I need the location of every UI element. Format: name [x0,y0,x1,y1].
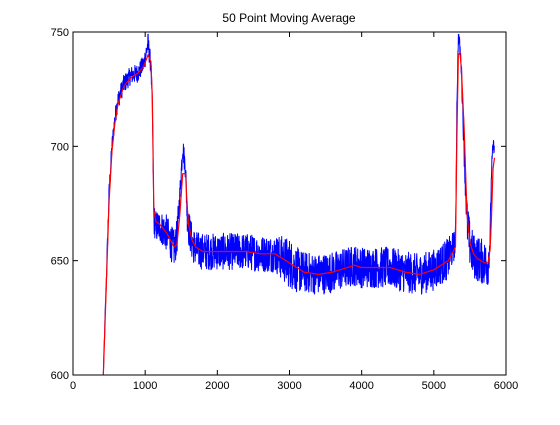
plot-area: 0 1000 2000 3000 4000 5000 6000 600 650 700 750 [51,27,519,392]
x-tick-label: 2000 [205,380,229,392]
x-tick-label: 5000 [422,380,446,392]
y-tick-label: 700 [51,141,69,153]
x-tick-label: 4000 [349,380,373,392]
x-tick-label: 0 [70,380,76,392]
x-tick-label: 6000 [494,380,518,392]
moving-average-series-line [102,51,496,375]
x-tick-label: 3000 [277,380,301,392]
x-tick-label: 1000 [133,380,157,392]
y-tick-label: 600 [51,370,69,382]
y-tick-label: 750 [51,27,69,39]
raw-data-series-line [102,33,495,374]
series-group [102,33,496,375]
y-tick-label: 650 [51,256,69,268]
chart-title: 50 Point Moving Average [222,11,356,25]
